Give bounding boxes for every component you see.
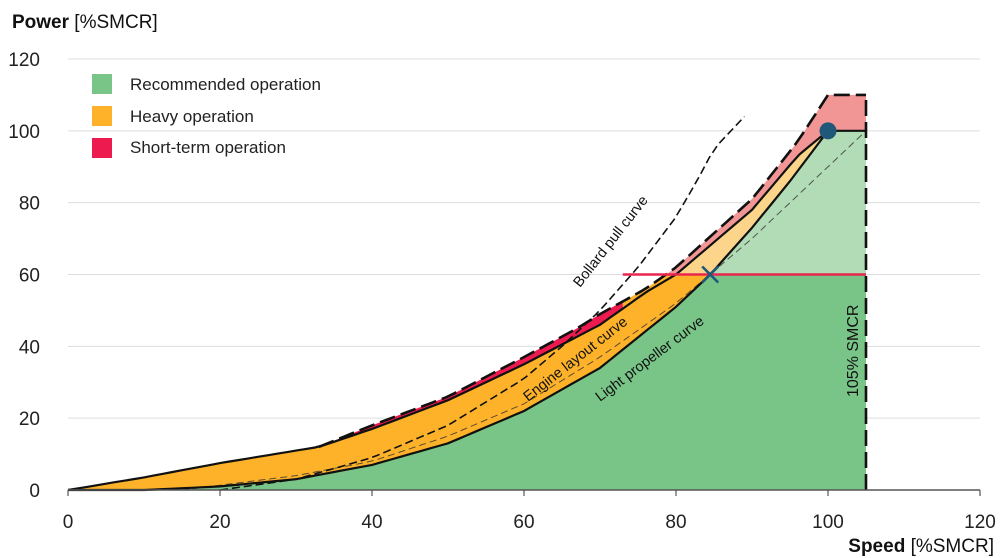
axes: 0 20 40 60 80 100 120 0 20 40 60 80 100 120 (8, 50, 996, 533)
legend-label-short-term: Short-term operation (130, 138, 286, 157)
x-axis-title-unit: [%SMCR] (905, 536, 994, 557)
y-tick-label-0: 0 (29, 481, 40, 502)
x-tick-label-40: 40 (361, 512, 382, 533)
legend-label-heavy: Heavy operation (130, 107, 254, 126)
light-propeller-curve (68, 130, 829, 492)
legend-swatch-short-term (92, 138, 112, 158)
light-propeller-dashed-curve (181, 130, 867, 491)
x-tick-label-80: 80 (665, 512, 686, 533)
light-propeller-crossing (701, 265, 720, 284)
engine-layout-curve (67, 129, 829, 492)
legend-swatch-heavy (92, 106, 112, 126)
zone-recommended (68, 274, 866, 490)
y-tick-label-80: 80 (19, 194, 40, 215)
x-tick-label-100: 100 (812, 512, 844, 533)
legend: Recommended operation Heavy operation Sh… (92, 74, 321, 158)
x-axis-title-bold: Speed (848, 536, 905, 557)
x-axis-title: Speed [%SMCR] (848, 536, 994, 557)
chart-markers (701, 122, 837, 284)
y-axis-title-unit: [%SMCR] (69, 12, 158, 33)
upper-envelope-curve (318, 93, 866, 449)
y-axis-title-bold: Power (12, 12, 70, 33)
y-tick-label-100: 100 (8, 122, 40, 143)
legend-swatch-recommended (92, 74, 112, 94)
x-tick-label-0: 0 (63, 512, 74, 533)
x-tick-label-120: 120 (964, 512, 996, 533)
y-axis-title: Power [%SMCR] (12, 12, 158, 33)
y-tick-label-20: 20 (19, 409, 40, 430)
zone-heavy-light (676, 130, 828, 275)
zone-heavy (68, 274, 711, 490)
zone-recommended-light (710, 130, 866, 275)
x-tick-label-20: 20 (209, 512, 230, 533)
light-propeller-crossing-stroke-b (701, 265, 720, 284)
y-tick-label-60: 60 (19, 266, 40, 287)
x-tick-label-60: 60 (513, 512, 534, 533)
smcr-point (819, 122, 837, 140)
y-tick-label-40: 40 (19, 337, 40, 358)
smcr-limit-label: 105% SMCR (845, 305, 862, 397)
legend-label-recommended: Recommended operation (130, 75, 321, 94)
y-tick-label-120: 120 (8, 50, 40, 71)
bollard-pull-label: Bollard pull curve (571, 193, 652, 291)
